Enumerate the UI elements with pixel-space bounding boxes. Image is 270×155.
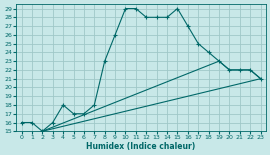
X-axis label: Humidex (Indice chaleur): Humidex (Indice chaleur) [86, 142, 196, 151]
